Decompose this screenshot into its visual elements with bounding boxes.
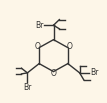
Text: O: O bbox=[34, 42, 40, 51]
Text: Br: Br bbox=[35, 21, 43, 30]
Text: Br: Br bbox=[23, 83, 32, 92]
Text: O: O bbox=[67, 42, 73, 51]
Text: O: O bbox=[51, 69, 56, 78]
Text: Br: Br bbox=[90, 68, 98, 77]
